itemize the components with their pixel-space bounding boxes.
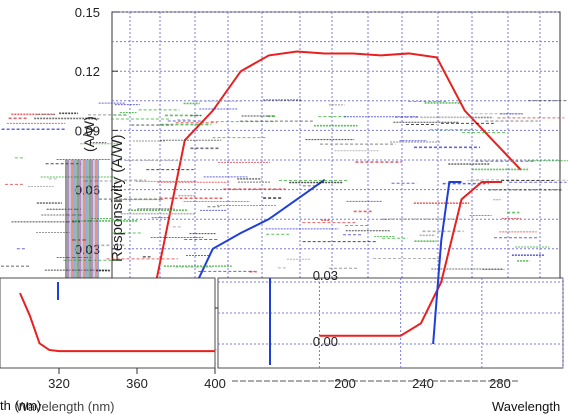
- x-tick-label: 280: [489, 376, 511, 391]
- series-line-2: [432, 181, 462, 345]
- left-panel-x-axis-label-fragment: th (nm): [0, 398, 41, 413]
- right-panel-x-axis-label: Wavelength: [492, 399, 560, 414]
- y-tick-label: 0.09: [75, 123, 100, 138]
- series-line-1: [319, 181, 503, 337]
- right-panel: 0.03 0.00 200 240 280 Wavelength (A/W): [57, 116, 564, 414]
- right-panel-y-axis-label-fragment: (A/W): [81, 116, 97, 152]
- y-tick-label: 0.00: [313, 334, 338, 349]
- right-panel-series: [57, 181, 503, 365]
- y-tick-label: 0.12: [75, 64, 100, 79]
- x-tick-label: 200: [334, 376, 356, 391]
- series-line-2: [183, 178, 326, 309]
- series-line-1: [155, 50, 522, 279]
- right-panel-y-ticks: 0.03 0.00: [313, 268, 338, 349]
- left-panel-series: [19, 292, 215, 353]
- main-panel-grid: [112, 11, 560, 308]
- x-tick-label: 240: [412, 376, 434, 391]
- left-panel: 320 360 400 th (nm) Wavelength (nm): [0, 277, 226, 414]
- x-tick-label: 400: [204, 376, 226, 391]
- right-panel-grid: [218, 278, 564, 368]
- left-panel-x-ticks: 320 360 400: [48, 368, 226, 391]
- y-tick-label: 0.15: [75, 5, 100, 20]
- series-line-1: [19, 292, 215, 353]
- overlapping-x-axis-label: Wavelength (nm): [16, 399, 115, 414]
- right-panel-x-ticks: 200 240 280: [232, 376, 520, 391]
- y-tick-label: 0.03: [313, 268, 338, 283]
- main-panel-series: [155, 50, 522, 309]
- x-tick-label: 360: [126, 376, 148, 391]
- main-panel-y-axis-label: Responsivity (A/W): [109, 134, 126, 262]
- main-panel: 0.150.120.090.060.03 Responsivity (A/W): [75, 5, 561, 309]
- x-tick-label: 320: [48, 376, 70, 391]
